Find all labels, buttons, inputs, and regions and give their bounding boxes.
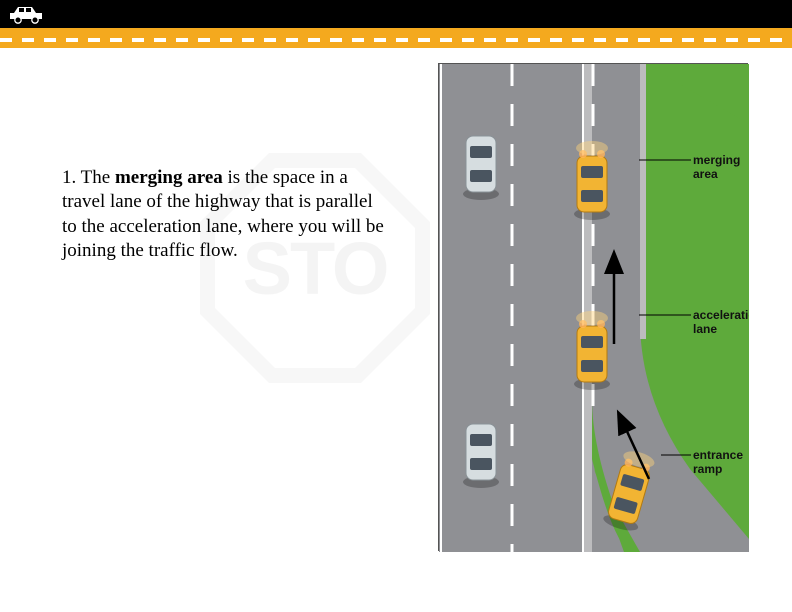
car-yellow-icon xyxy=(574,141,610,220)
diagram-svg: mergingareaaccelerationlaneentranceramp xyxy=(439,64,749,552)
header-dashed-divider xyxy=(0,38,792,42)
header-inner xyxy=(0,0,792,28)
car-silver-icon xyxy=(463,136,499,200)
header-band xyxy=(0,0,792,48)
para-lead: 1. The xyxy=(62,167,115,188)
car-yellow-icon xyxy=(574,311,610,390)
body-paragraph: 1. The merging area is the space in a tr… xyxy=(62,166,392,263)
car-side-icon xyxy=(8,4,46,24)
para-bold-term: merging area xyxy=(115,167,223,188)
highway-merge-diagram: mergingareaaccelerationlaneentranceramp xyxy=(438,63,748,551)
slide-content: STO 1. The merging area is the space in … xyxy=(0,48,792,612)
car-silver-icon xyxy=(463,424,499,488)
